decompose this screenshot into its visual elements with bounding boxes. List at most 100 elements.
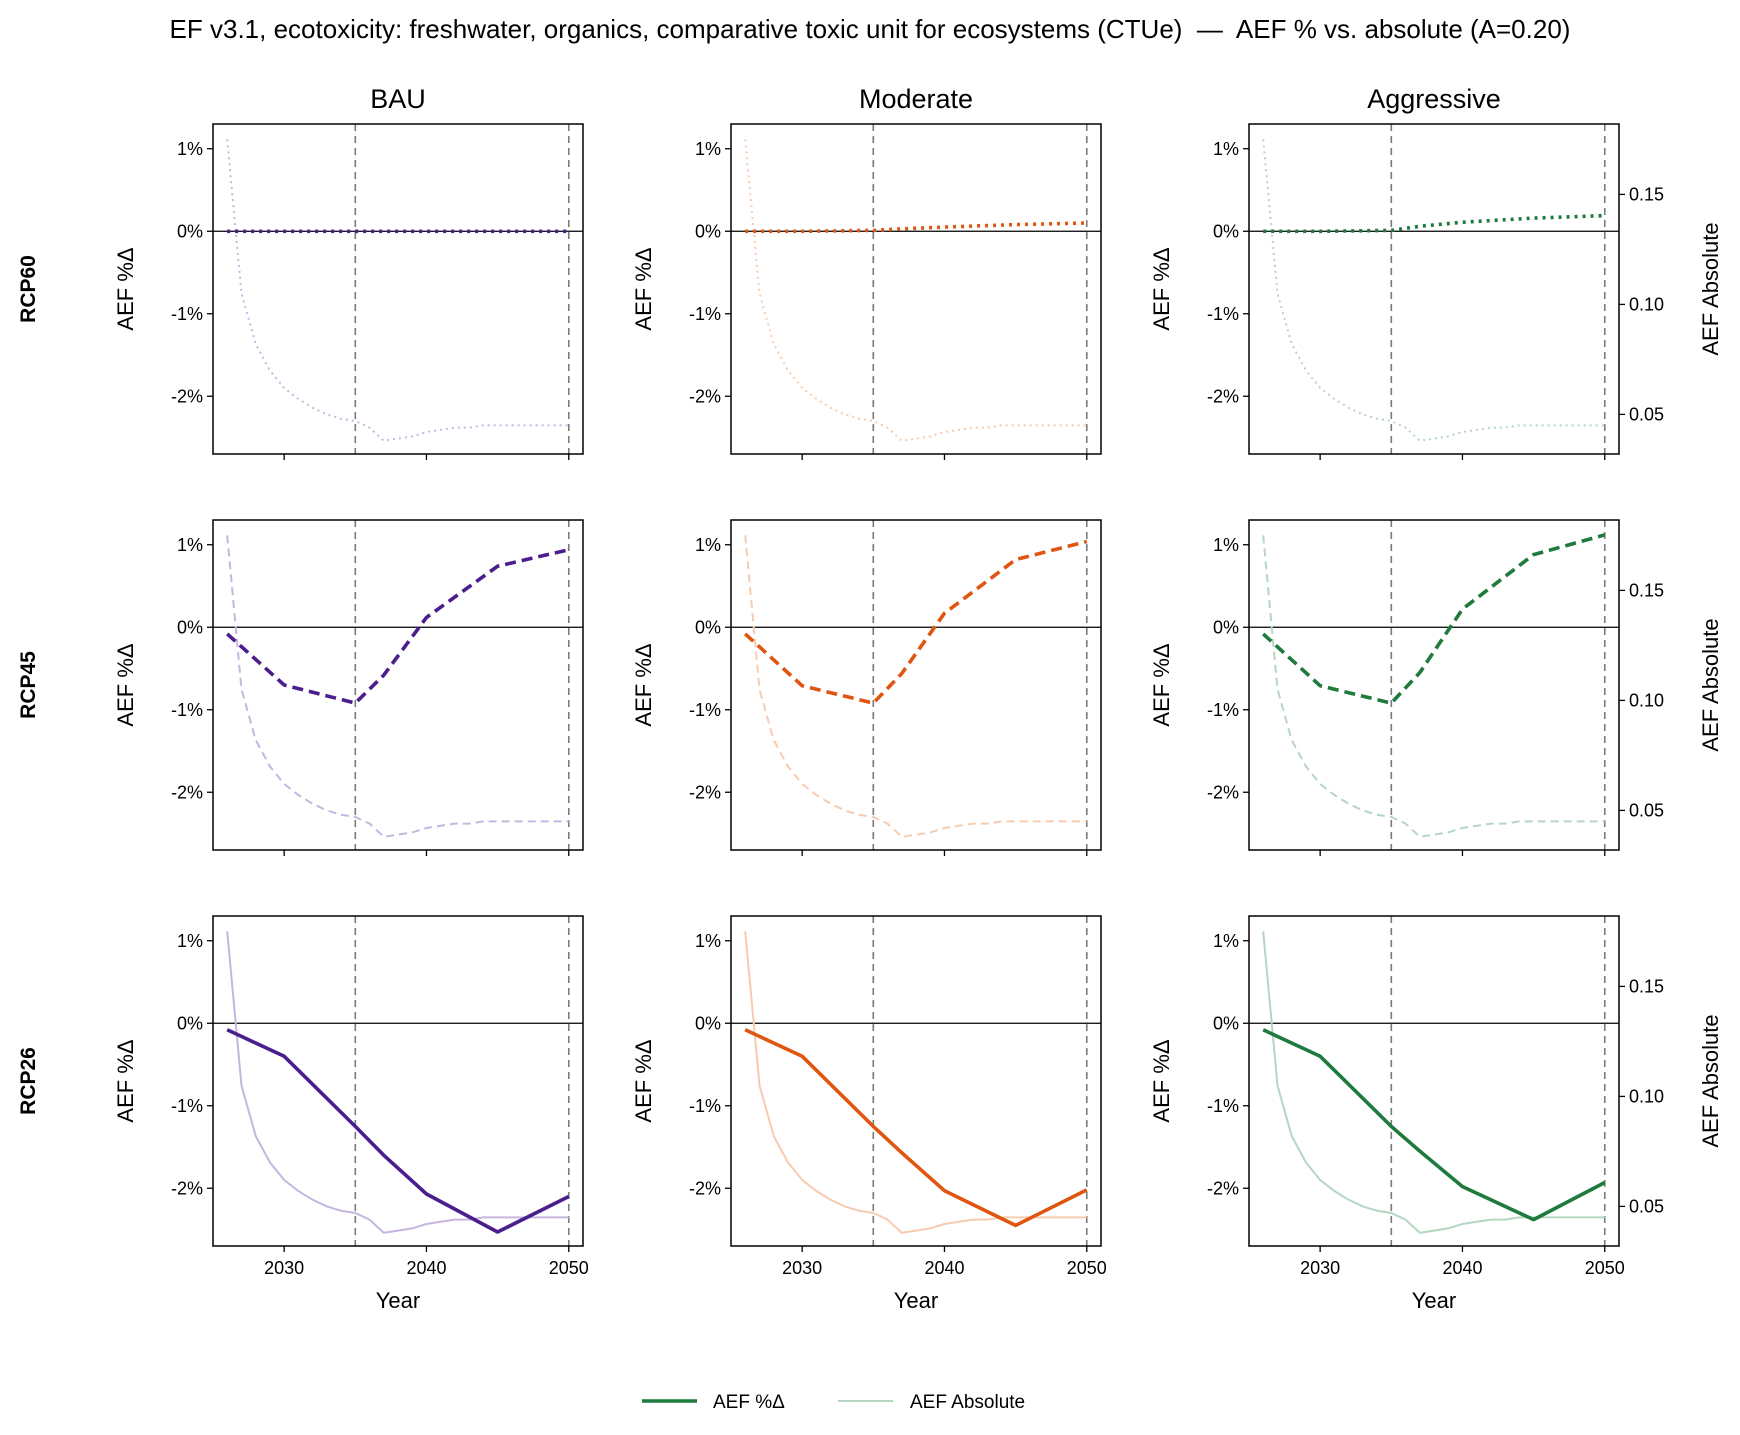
y-axis-label-left: AEF %Δ bbox=[1149, 247, 1174, 330]
panel-rcp45-moderate: 1% 0% -1% -2% AEF %Δ bbox=[631, 519, 1102, 856]
y-tick-label: 1% bbox=[1213, 139, 1239, 159]
series-aef-pct bbox=[1261, 533, 1606, 705]
y-tick-label-right: 0.15 bbox=[1629, 184, 1664, 204]
axes-frame bbox=[730, 915, 1102, 1247]
x-tick-label: 2040 bbox=[924, 1258, 964, 1278]
x-tick-label: 2030 bbox=[782, 1258, 822, 1278]
y-tick-label: -2% bbox=[1207, 1178, 1239, 1198]
x-tick-label: 2030 bbox=[1300, 1258, 1340, 1278]
y-axis-label-right: AEF Absolute bbox=[1698, 222, 1723, 355]
y-axis-label-left: AEF %Δ bbox=[1149, 643, 1174, 726]
x-tick-label: 2050 bbox=[549, 1258, 589, 1278]
y-tick-label: 1% bbox=[1213, 535, 1239, 555]
panel-grid: BAU Moderate Aggressive RCP60 1% 0% -1% -2% AEF … bbox=[17, 84, 1723, 1313]
axes-frame bbox=[212, 123, 584, 455]
x-tick-label: 2050 bbox=[1067, 1258, 1107, 1278]
series-aef-absolute bbox=[1262, 931, 1605, 1234]
y-axis-label-left: AEF %Δ bbox=[113, 247, 138, 330]
row-label-rcp26: RCP26 bbox=[17, 1047, 40, 1115]
panel-rcp26-moderate: 1% 0% -1% -2% 2030 2040 2050 AEF %Δ Year bbox=[631, 915, 1107, 1313]
y-axis-label-right: AEF Absolute bbox=[1698, 618, 1723, 751]
y-tick-label: -2% bbox=[1207, 782, 1239, 802]
column-title-moderate: Moderate bbox=[859, 84, 973, 114]
series-aef-absolute bbox=[226, 139, 569, 442]
panel-rcp60-moderate: 1% 0% -1% -2% AEF %Δ bbox=[631, 123, 1102, 460]
y-tick-label: -1% bbox=[689, 700, 721, 720]
figure-title: EF v3.1, ecotoxicity: freshwater, organi… bbox=[170, 14, 1571, 44]
series-aef-absolute bbox=[744, 535, 1087, 838]
y-tick-label: 1% bbox=[1213, 931, 1239, 951]
y-tick-label: -1% bbox=[1207, 1096, 1239, 1116]
y-tick-label: -2% bbox=[689, 782, 721, 802]
y-tick-label: 0% bbox=[177, 617, 203, 637]
y-tick-label-right: 0.05 bbox=[1629, 800, 1664, 820]
y-tick-label: -1% bbox=[171, 304, 203, 324]
y-tick-label: -1% bbox=[1207, 304, 1239, 324]
y-tick-label: 1% bbox=[695, 931, 721, 951]
y-axis-label-right: AEF Absolute bbox=[1698, 1014, 1723, 1147]
axes-frame bbox=[1248, 519, 1620, 851]
y-tick-label-right: 0.05 bbox=[1629, 404, 1664, 424]
column-title-aggressive: Aggressive bbox=[1367, 84, 1501, 114]
y-tick-label: 0% bbox=[177, 1013, 203, 1033]
series-aef-absolute bbox=[1262, 535, 1605, 838]
y-axis-label-left: AEF %Δ bbox=[631, 1039, 656, 1122]
series-aef-absolute bbox=[744, 139, 1087, 442]
x-tick-label: 2040 bbox=[1442, 1258, 1482, 1278]
axes-frame bbox=[1248, 915, 1620, 1247]
panel-rcp26-bau: 1% 0% -1% -2% 2030 2040 2050 AEF %Δ Year bbox=[113, 915, 589, 1313]
y-axis-label-left: AEF %Δ bbox=[631, 247, 656, 330]
panel-rcp45-aggressive: 1% 0% -1% -2% AEF %Δ 0.15 0.10 0.05 AEF Absolute bbox=[1149, 519, 1723, 856]
legend-label-aef-absolute: AEF Absolute bbox=[910, 1392, 1025, 1413]
row-label-rcp60: RCP60 bbox=[17, 255, 40, 323]
panel-rcp26-aggressive: 1% 0% -1% -2% 2030 2040 2050 AEF %Δ Year 0.15 0.10… bbox=[1149, 915, 1723, 1313]
panel-rcp60-aggressive: 1% 0% -1% -2% AEF %Δ 0.15 0.10 0.05 AEF Absolute bbox=[1149, 123, 1723, 460]
series-aef-pct bbox=[745, 221, 1087, 234]
x-tick-label: 2050 bbox=[1585, 1258, 1625, 1278]
series-aef-pct bbox=[226, 1028, 570, 1234]
series-aef-absolute bbox=[226, 535, 569, 838]
axes-frame bbox=[212, 915, 584, 1247]
y-tick-label: 0% bbox=[1213, 221, 1239, 241]
row-label-rcp45: RCP45 bbox=[17, 651, 40, 719]
y-tick-label-right: 0.10 bbox=[1629, 1086, 1664, 1106]
y-tick-label: 1% bbox=[177, 535, 203, 555]
y-tick-label: 0% bbox=[1213, 617, 1239, 637]
series-aef-absolute bbox=[744, 931, 1087, 1234]
y-axis-label-left: AEF %Δ bbox=[113, 643, 138, 726]
series-aef-pct bbox=[743, 539, 1088, 705]
y-tick-label: 1% bbox=[695, 535, 721, 555]
y-tick-label: -1% bbox=[1207, 700, 1239, 720]
y-axis-label-left: AEF %Δ bbox=[113, 1039, 138, 1122]
y-tick-label: -2% bbox=[689, 1178, 721, 1198]
panel-rcp45-bau: 1% 0% -1% -2% AEF %Δ bbox=[113, 519, 584, 856]
series-aef-pct bbox=[225, 547, 570, 705]
axes-frame bbox=[1248, 123, 1620, 455]
y-tick-label: 0% bbox=[1213, 1013, 1239, 1033]
axes-frame bbox=[212, 519, 584, 851]
x-axis-label: Year bbox=[1412, 1288, 1456, 1313]
x-tick-label: 2040 bbox=[406, 1258, 446, 1278]
y-tick-label: -1% bbox=[689, 1096, 721, 1116]
y-tick-label-right: 0.05 bbox=[1629, 1196, 1664, 1216]
column-title-bau: BAU bbox=[370, 84, 426, 114]
x-axis-label: Year bbox=[894, 1288, 938, 1313]
y-tick-label: -1% bbox=[171, 1096, 203, 1116]
series-aef-absolute bbox=[1262, 139, 1605, 442]
y-tick-label-right: 0.10 bbox=[1629, 294, 1664, 314]
y-tick-label: 0% bbox=[695, 617, 721, 637]
y-tick-label: 1% bbox=[177, 931, 203, 951]
y-axis-label-left: AEF %Δ bbox=[1149, 1039, 1174, 1122]
axes-frame bbox=[730, 519, 1102, 851]
y-tick-label: -1% bbox=[171, 700, 203, 720]
y-tick-label: 0% bbox=[177, 221, 203, 241]
y-tick-label: 0% bbox=[695, 221, 721, 241]
series-aef-pct bbox=[744, 1028, 1088, 1228]
panel-rcp60-bau: 1% 0% -1% -2% AEF %Δ bbox=[113, 123, 584, 460]
y-tick-label: -2% bbox=[171, 386, 203, 406]
series-aef-pct bbox=[1262, 1028, 1606, 1222]
series-aef-pct bbox=[1263, 213, 1605, 234]
y-tick-label: 0% bbox=[695, 1013, 721, 1033]
y-tick-label: -2% bbox=[1207, 386, 1239, 406]
